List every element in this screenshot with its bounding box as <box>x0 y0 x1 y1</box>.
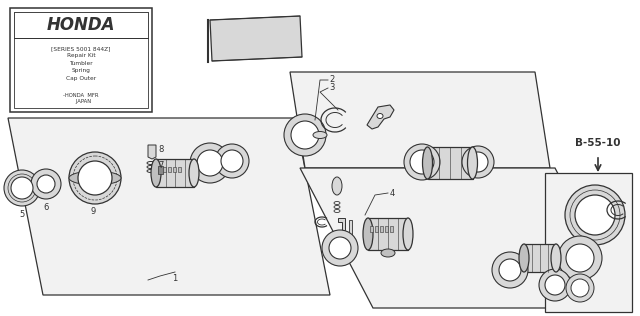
Circle shape <box>571 279 589 297</box>
Text: HONDA: HONDA <box>47 16 115 34</box>
Circle shape <box>410 150 434 174</box>
Text: 2: 2 <box>329 75 334 83</box>
Circle shape <box>565 185 625 245</box>
Circle shape <box>69 152 121 204</box>
Circle shape <box>4 170 40 206</box>
Ellipse shape <box>519 244 529 272</box>
Circle shape <box>404 144 440 180</box>
Bar <box>390 226 393 232</box>
Ellipse shape <box>151 159 161 187</box>
Circle shape <box>322 230 358 266</box>
Bar <box>428 147 472 179</box>
Bar <box>368 218 408 250</box>
Text: 7: 7 <box>158 161 163 171</box>
Circle shape <box>284 114 326 156</box>
Ellipse shape <box>377 113 383 118</box>
Circle shape <box>558 236 602 280</box>
Bar <box>349 220 352 236</box>
Text: 3: 3 <box>329 82 334 92</box>
Circle shape <box>566 244 594 272</box>
Text: 5: 5 <box>19 210 24 219</box>
Bar <box>10 8 152 112</box>
Circle shape <box>492 252 528 288</box>
Polygon shape <box>210 16 302 61</box>
Circle shape <box>539 269 571 301</box>
Ellipse shape <box>551 244 561 272</box>
Text: -HONDA  MFR
   JAPAN: -HONDA MFR JAPAN <box>63 93 99 104</box>
Circle shape <box>190 143 230 183</box>
Bar <box>14 12 148 38</box>
Circle shape <box>468 152 488 172</box>
Polygon shape <box>148 145 156 159</box>
Polygon shape <box>367 105 394 129</box>
Text: 8: 8 <box>158 145 163 155</box>
Polygon shape <box>290 72 550 168</box>
Ellipse shape <box>381 249 395 257</box>
Ellipse shape <box>403 218 413 250</box>
Bar <box>158 166 163 174</box>
Bar <box>156 159 194 187</box>
Text: 9: 9 <box>90 207 95 216</box>
Circle shape <box>499 259 521 281</box>
Circle shape <box>566 274 594 302</box>
Circle shape <box>11 177 33 199</box>
Circle shape <box>221 150 243 172</box>
Bar <box>370 226 373 232</box>
Circle shape <box>329 237 351 259</box>
Circle shape <box>78 161 112 195</box>
Circle shape <box>462 146 494 178</box>
Ellipse shape <box>363 218 373 250</box>
Circle shape <box>31 169 61 199</box>
Text: 4: 4 <box>390 189 396 198</box>
Polygon shape <box>338 218 345 230</box>
Ellipse shape <box>332 177 342 195</box>
Bar <box>380 226 383 232</box>
Ellipse shape <box>467 147 477 179</box>
Bar <box>163 167 166 172</box>
Polygon shape <box>300 168 628 308</box>
Circle shape <box>575 195 615 235</box>
Bar <box>524 244 556 272</box>
Bar <box>14 12 148 108</box>
Bar <box>375 226 378 232</box>
Polygon shape <box>545 173 632 312</box>
Bar <box>173 167 176 172</box>
Bar <box>168 167 171 172</box>
Circle shape <box>545 275 565 295</box>
Circle shape <box>291 121 319 149</box>
Ellipse shape <box>189 159 199 187</box>
Ellipse shape <box>313 131 327 138</box>
Polygon shape <box>8 118 330 295</box>
Text: [SERIES 5001 844Z]
Repair Kit
Tumbler
Spring
Cap Outer: [SERIES 5001 844Z] Repair Kit Tumbler Sp… <box>51 46 111 81</box>
Ellipse shape <box>422 147 433 179</box>
Text: 1: 1 <box>172 274 178 283</box>
Circle shape <box>215 144 249 178</box>
Ellipse shape <box>69 171 121 185</box>
Circle shape <box>197 150 223 176</box>
Text: B-55-10: B-55-10 <box>575 138 621 148</box>
Text: 6: 6 <box>44 203 49 212</box>
Circle shape <box>37 175 55 193</box>
Bar <box>178 167 181 172</box>
Bar <box>385 226 388 232</box>
